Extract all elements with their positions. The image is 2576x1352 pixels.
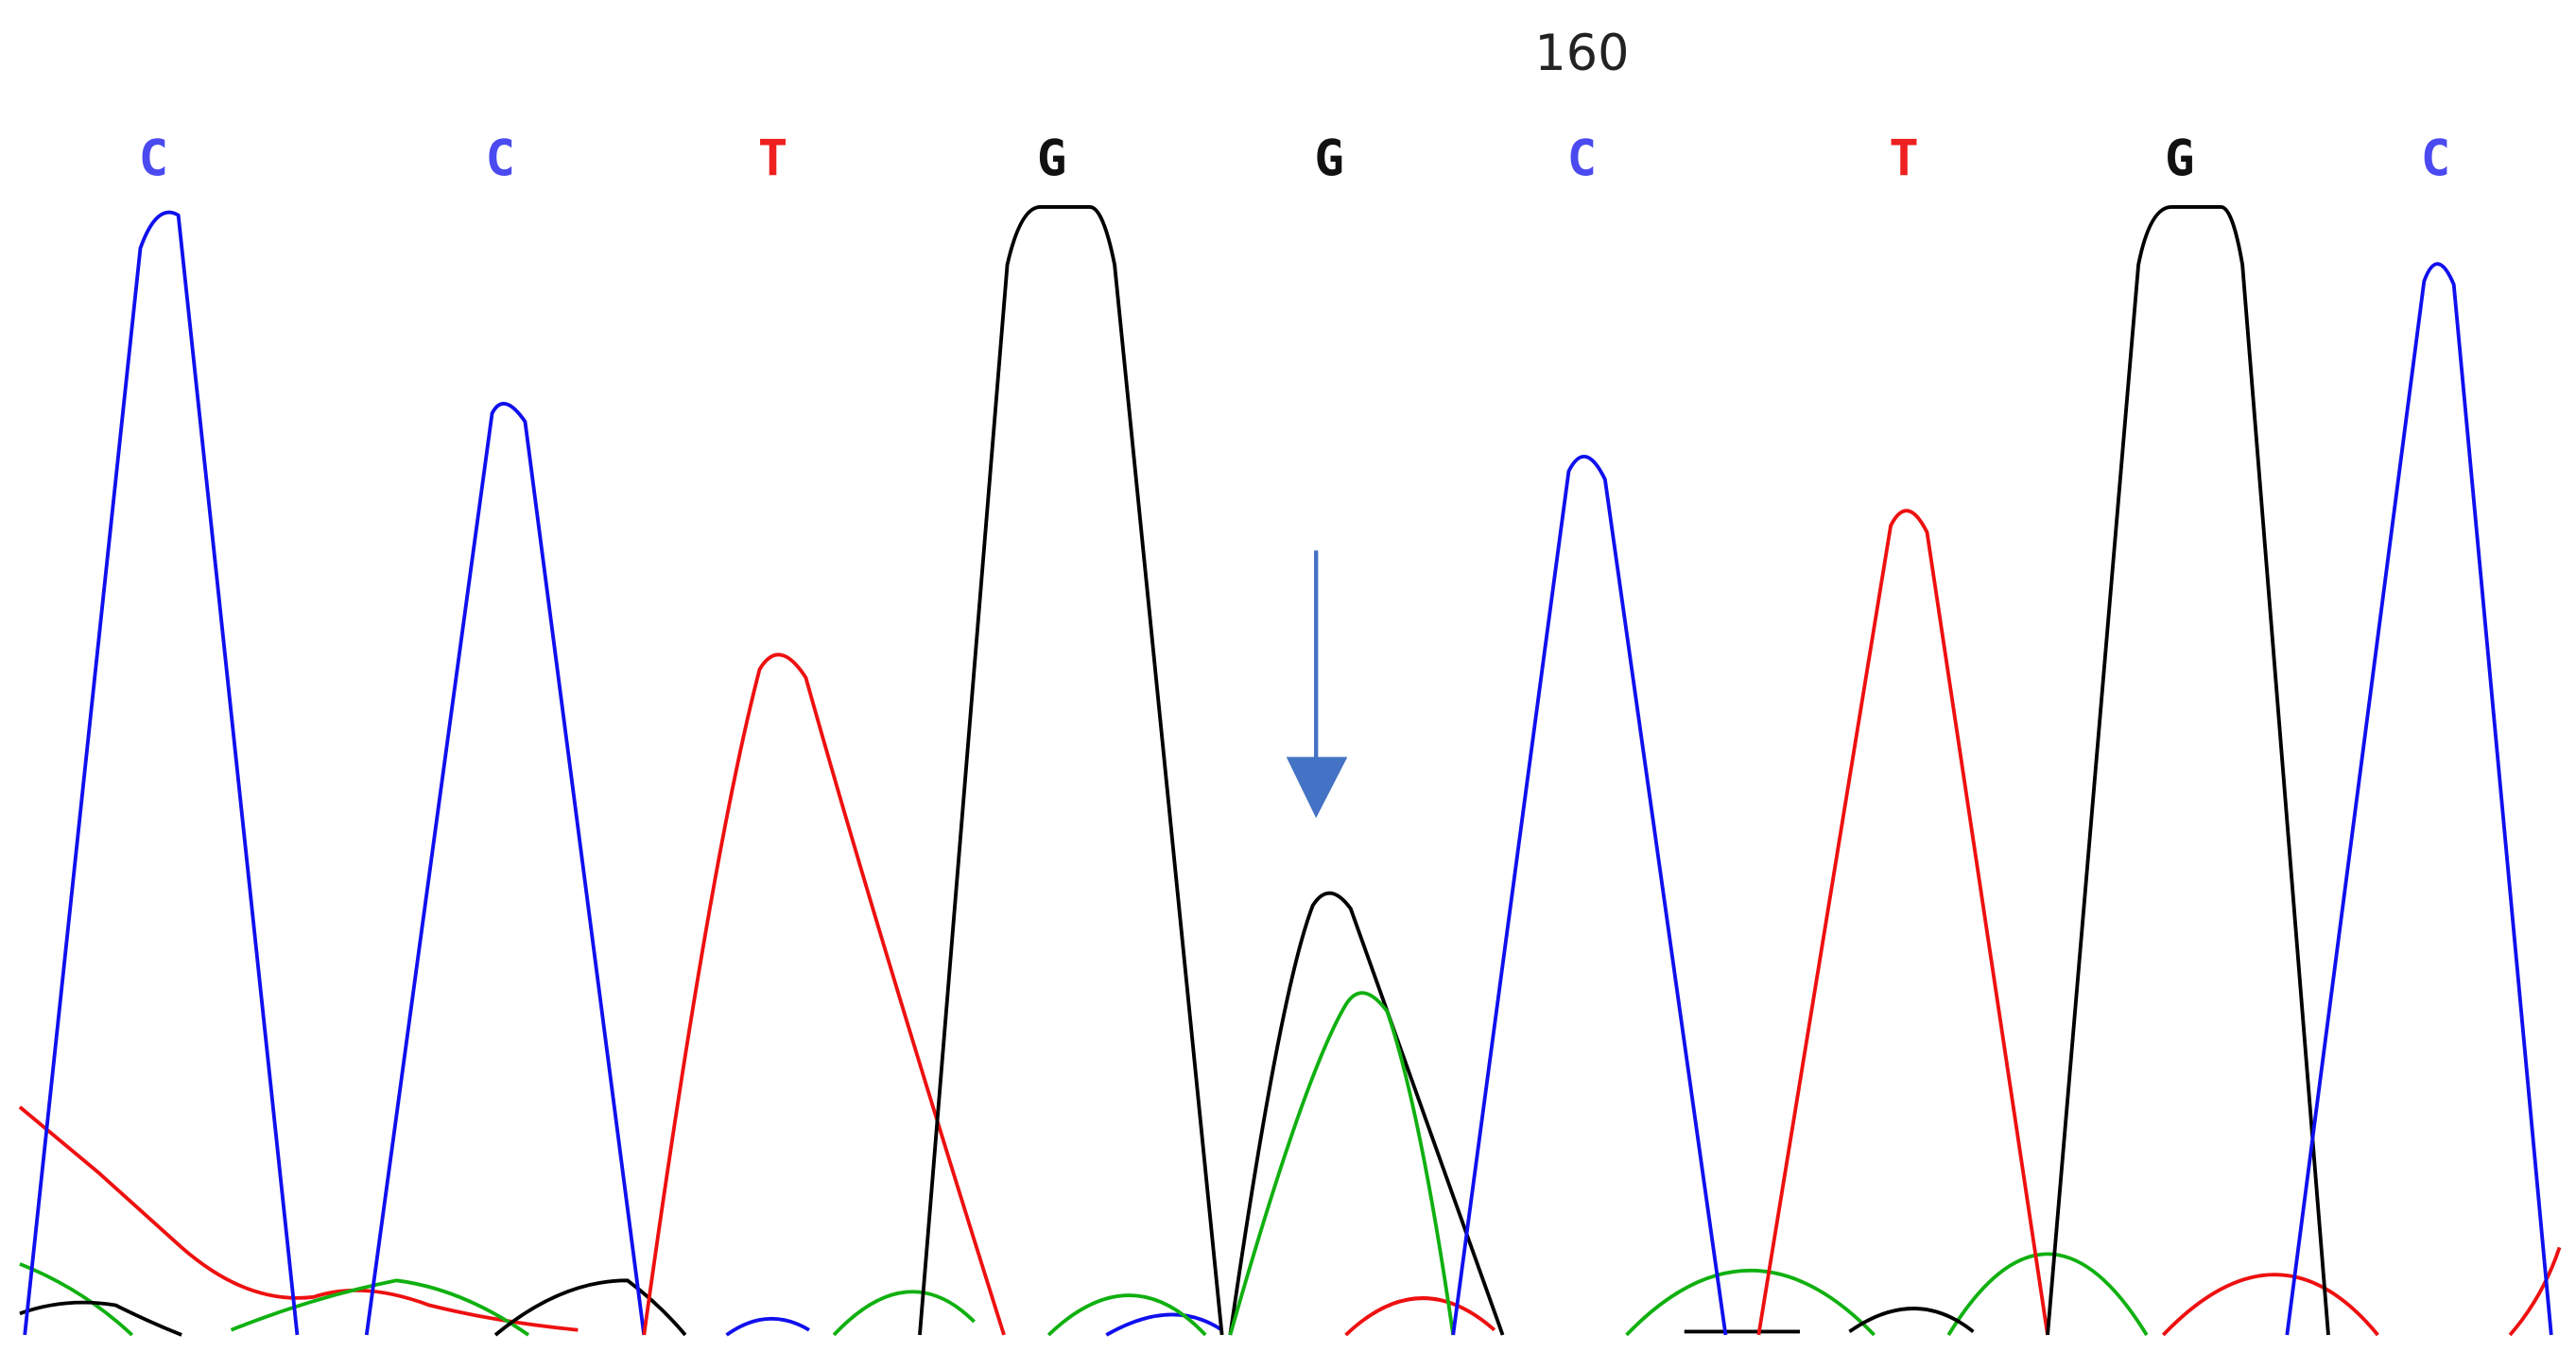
trace-black (1684, 1307, 1975, 1334)
trace-red (642, 652, 1006, 1336)
base-call: G (2165, 130, 2195, 188)
base-call: C (2421, 130, 2451, 188)
trace-black (2046, 204, 2330, 1336)
trace-black (918, 204, 1224, 1336)
arrow (1286, 550, 1348, 819)
trace-red (1344, 1246, 2562, 1337)
trace-black (1228, 891, 1505, 1336)
trace-green (1228, 991, 1456, 1336)
trace-green (1625, 1252, 2149, 1337)
trace-black (19, 1278, 687, 1337)
trace-blue (1451, 454, 1728, 1336)
trace-red (18, 1105, 579, 1332)
trace-blue (364, 402, 647, 1336)
traces (18, 204, 2562, 1337)
base-call: C (1567, 130, 1598, 188)
base-call: G (1037, 130, 1067, 188)
base-call: C (486, 130, 516, 188)
position-label: 160 (1534, 25, 1629, 82)
base-call: C (139, 130, 169, 188)
arrow-head (1286, 756, 1348, 819)
base-call: T (1889, 130, 1919, 188)
trace-blue (2285, 262, 2553, 1336)
trace-blue (725, 1312, 1223, 1337)
trace-blue (23, 210, 300, 1336)
base-call: G (1314, 130, 1344, 188)
trace-green (832, 1290, 1207, 1337)
trace-green (19, 1262, 530, 1337)
base-call: T (758, 130, 788, 188)
trace-red (1756, 509, 2049, 1336)
